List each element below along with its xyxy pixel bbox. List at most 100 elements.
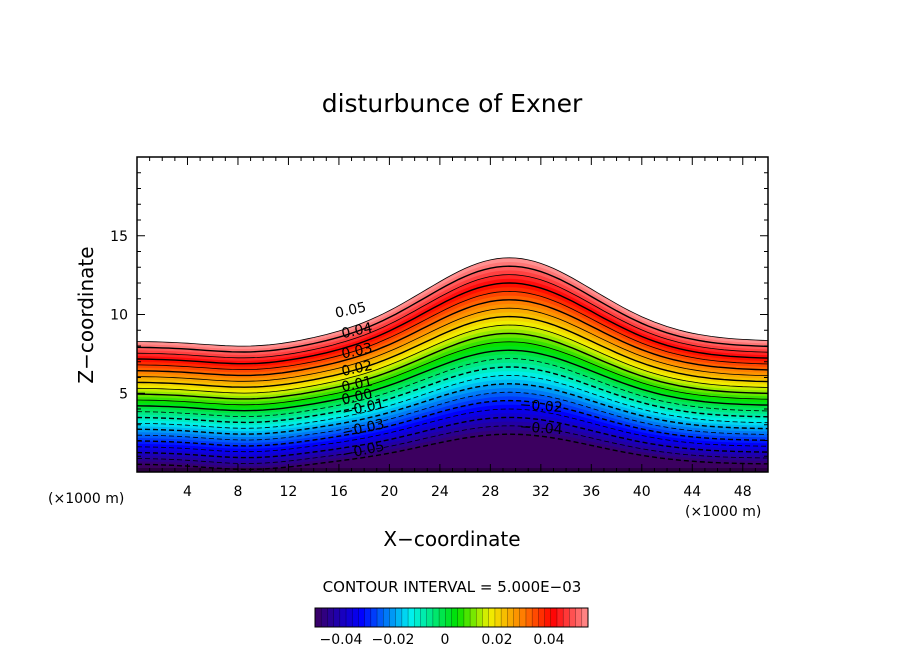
x-tick-label: 8 (233, 484, 242, 500)
contour-line (137, 299, 768, 377)
y-tick-label: 5 (119, 386, 128, 402)
colorbar-segment (364, 608, 372, 627)
colorbar-segment (383, 608, 390, 627)
contour-line (137, 425, 768, 464)
colorbar-segment (401, 608, 409, 627)
contour-line (137, 315, 768, 388)
y-tick-label: 15 (110, 229, 128, 245)
colorbar-segment (395, 608, 403, 627)
contour-line (137, 324, 768, 394)
contour-line (137, 265, 768, 353)
colorbar-segment (321, 608, 328, 627)
colorbar-segment (432, 608, 440, 627)
colorbar-frame (314, 607, 589, 628)
contour-line (137, 257, 768, 347)
colorbar-segment (488, 608, 496, 627)
contour-line (137, 341, 768, 406)
x-tick-label: 32 (532, 484, 550, 500)
x-tick-label: 40 (633, 484, 651, 500)
y-axis-title: Z−coordinate (74, 246, 98, 383)
x-axis-title: X−coordinate (383, 527, 520, 551)
colorbar-segment (439, 608, 446, 627)
x-tick-label: 28 (481, 484, 499, 500)
colorbar-segment (569, 608, 576, 627)
colorbar-segment (333, 608, 341, 627)
colorbar-tick-label: −0.04 (320, 632, 363, 648)
contour-label: 0.04 (340, 320, 374, 342)
contour-line (137, 416, 768, 459)
contour-label: −0.02 (519, 397, 563, 416)
x-tick-label: 4 (183, 484, 192, 500)
colorbar-segment (519, 608, 527, 627)
colorbar-segment (513, 608, 521, 627)
colorbar-tick-label: 0 (441, 632, 450, 648)
contour-line (137, 383, 768, 435)
colorbar-segment (538, 608, 545, 627)
contour-line (137, 399, 768, 447)
contour-line (137, 349, 768, 412)
colorbar-segment (563, 608, 570, 627)
colorbar-segment (581, 608, 589, 627)
contour-line (137, 290, 768, 371)
contour-line (137, 274, 768, 359)
x-tick-label: 20 (380, 484, 398, 500)
chart-title: disturbunce of Exner (322, 89, 583, 118)
contour-label: 0.02 (340, 358, 374, 380)
x-tick-label: 16 (330, 484, 348, 500)
colorbar-segment (575, 608, 583, 627)
colorbar-segment (507, 608, 514, 627)
contour-label: 0.03 (340, 340, 374, 362)
colorbar-segment (420, 608, 428, 627)
contour-line (137, 374, 768, 429)
colorbar-segment (339, 608, 347, 627)
x-tick-label: 44 (683, 484, 701, 500)
contour-interval-text: CONTOUR INTERVAL = 5.000E−03 (323, 578, 582, 596)
colorbar-segment (426, 608, 434, 627)
contour-line (137, 366, 768, 424)
colorbar-segment (476, 608, 483, 627)
colorbar-segment (358, 608, 366, 627)
contour-line (137, 282, 768, 365)
contour-label: 0.01 (340, 374, 374, 396)
contour-line (137, 358, 768, 417)
colorbar-segment (352, 608, 359, 627)
x-tick-label: 24 (431, 484, 449, 500)
x-axis-unit-left: (×1000 m) (48, 491, 124, 507)
colorbar-segment (532, 608, 539, 627)
contour-line (137, 391, 768, 441)
colorbar-segment (463, 608, 471, 627)
colorbar-segment (445, 608, 452, 627)
colorbar-segment (457, 608, 465, 627)
colorbar-segment (494, 608, 502, 627)
colorbar-segment (414, 608, 421, 627)
x-tick-label: 12 (280, 484, 298, 500)
colorbar-tick-label: −0.02 (372, 632, 415, 648)
colorbar-segment (377, 608, 384, 627)
colorbar-segment (550, 608, 558, 627)
colorbar-segment (327, 608, 335, 627)
colorbar-segment (470, 608, 477, 627)
contour-label: −0.04 (519, 419, 563, 438)
contour-line (137, 332, 768, 400)
colorbar-segment (346, 608, 353, 627)
colorbar-segment (501, 608, 508, 627)
colorbar-segment (556, 608, 564, 627)
x-tick-label: 36 (582, 484, 600, 500)
colorbar-segment (370, 608, 378, 627)
contour-band (137, 434, 768, 472)
contour-label: 0.05 (334, 300, 368, 322)
colorbar-segment (315, 608, 322, 627)
colorbar-tick-label: 0.04 (533, 632, 564, 648)
colorbar-tick-label: 0.02 (481, 632, 512, 648)
contour-label: 0.00 (340, 386, 374, 408)
colorbar-segment (451, 608, 459, 627)
contour-line-layer (137, 257, 768, 471)
colorbar: −0.04 −0.02 0 0.02 0.04 (314, 607, 589, 648)
x-axis-unit-right: (×1000 m) (685, 504, 761, 520)
contour-line (137, 307, 768, 382)
colorbar-segment (482, 608, 490, 627)
x-tick-label: 48 (734, 484, 752, 500)
contour-line (137, 408, 768, 453)
